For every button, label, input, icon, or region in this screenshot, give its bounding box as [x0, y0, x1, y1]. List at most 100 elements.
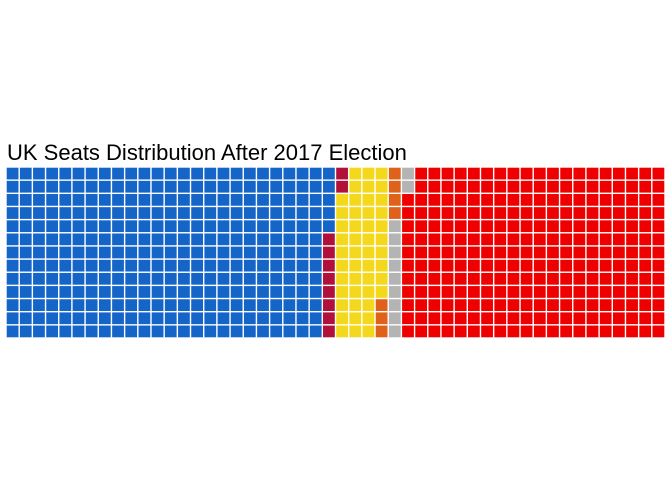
seat-tile-conservative [243, 233, 256, 246]
seat-tile-conservative [6, 246, 19, 259]
seat-tile-labour [494, 233, 507, 246]
seat-tile-conservative [85, 246, 98, 259]
seat-tile-conservative [138, 286, 151, 298]
seat-tile-labour [533, 312, 546, 325]
seat-tile-conservative [85, 167, 98, 180]
seat-tile-conservative [283, 194, 296, 206]
seat-tile-conservative [217, 233, 230, 246]
seat-tile-labour [481, 167, 493, 180]
seat-tile-labour [586, 312, 599, 325]
seat-tile-conservative [204, 259, 217, 272]
seat-tile-labour [468, 220, 480, 233]
seat-tile-labour [428, 325, 441, 338]
seat-tile-labour [441, 299, 454, 311]
seat-tile-liberal-democrat [336, 272, 348, 285]
seat-tile-conservative [243, 312, 256, 325]
seat-tile-conservative [138, 233, 151, 246]
seat-tile-conservative [19, 207, 32, 219]
seat-tile-labour [415, 272, 428, 285]
seat-tile-labour [626, 259, 638, 272]
seat-tile-labour [533, 246, 546, 259]
seat-tile-conservative [125, 167, 138, 180]
seat-tile-conservative [243, 299, 256, 311]
seat-tile-labour [547, 325, 559, 338]
seat-tile-labour [520, 194, 533, 206]
seat-tile-conservative [230, 259, 243, 272]
seat-tile-conservative [151, 286, 164, 298]
seat-tile-conservative [151, 207, 164, 219]
seat-tile-labour [415, 299, 428, 311]
seat-tile-labour [415, 246, 428, 259]
seat-tile-conservative [217, 167, 230, 180]
seat-tile-labour [402, 312, 414, 325]
seat-tile-labour [533, 233, 546, 246]
seat-tile-labour [441, 286, 454, 298]
seat-tile-labour [507, 299, 520, 311]
seat-tile-conservative [257, 167, 269, 180]
seat-tile-conservative [204, 207, 217, 219]
seat-tile-labour [494, 167, 507, 180]
seat-tile-liberal-democrat [336, 299, 348, 311]
seat-tile-conservative [296, 220, 309, 233]
seat-tile-conservative [59, 259, 72, 272]
seat-tile-labour [533, 272, 546, 285]
seat-tile-conservative [178, 167, 190, 180]
seat-tile-labour [494, 299, 507, 311]
seat-tile-conservative [46, 312, 59, 325]
seat-tile-conservative [6, 207, 19, 219]
seat-tile-labour [507, 312, 520, 325]
seat-tile-labour [573, 194, 586, 206]
seat-tile-labour [441, 167, 454, 180]
seat-tile-dup [323, 325, 335, 338]
seat-tile-conservative [257, 233, 269, 246]
seat-tile-conservative [164, 325, 177, 338]
seat-tile-conservative [217, 325, 230, 338]
seat-tile-snp [349, 312, 362, 325]
seat-tile-conservative [85, 233, 98, 246]
seat-tile-conservative [98, 180, 111, 193]
seat-tile-conservative [151, 246, 164, 259]
seat-tile-labour [547, 207, 559, 219]
seat-tile-conservative [125, 180, 138, 193]
seat-tile-conservative [98, 194, 111, 206]
seat-tile-conservative [151, 180, 164, 193]
seat-tile-labour [599, 220, 612, 233]
seat-tile-labour [612, 233, 625, 246]
seat-tile-conservative [257, 246, 269, 259]
seat-tile-labour [599, 246, 612, 259]
seat-tile-conservative [309, 312, 322, 325]
seat-tile-labour [415, 220, 428, 233]
seat-tile-conservative [204, 246, 217, 259]
seat-tile-labour [454, 194, 467, 206]
seat-tile-conservative [283, 207, 296, 219]
seat-tile-labour [402, 259, 414, 272]
seat-tile-labour [468, 325, 480, 338]
seat-tile-conservative [6, 180, 19, 193]
seat-tile-conservative [98, 233, 111, 246]
seat-tile-labour [560, 207, 573, 219]
seat-tile-conservative [230, 167, 243, 180]
seat-tile-conservative [138, 220, 151, 233]
seat-tile-labour [533, 207, 546, 219]
seat-tile-labour [586, 299, 599, 311]
seat-tile-labour [468, 194, 480, 206]
seat-tile-labour [599, 259, 612, 272]
seat-tile-labour [454, 272, 467, 285]
seat-tile-conservative [204, 233, 217, 246]
seat-tile-conservative [112, 259, 124, 272]
seat-tile-conservative [243, 286, 256, 298]
seat-tile-conservative [230, 299, 243, 311]
seat-tile-conservative [204, 220, 217, 233]
seat-tile-conservative [46, 194, 59, 206]
seat-tile-labour [402, 246, 414, 259]
seat-tile-labour [612, 207, 625, 219]
seat-tile-labour [481, 286, 493, 298]
seat-tile-sinn-f-in [375, 299, 388, 311]
seat-tile-snp [349, 207, 362, 219]
seat-tile-conservative [178, 207, 190, 219]
seat-tile-conservative [72, 220, 85, 233]
seat-tile-conservative [270, 325, 283, 338]
seat-tile-conservative [112, 194, 124, 206]
seat-tile-labour [533, 194, 546, 206]
seat-tile-labour [402, 286, 414, 298]
